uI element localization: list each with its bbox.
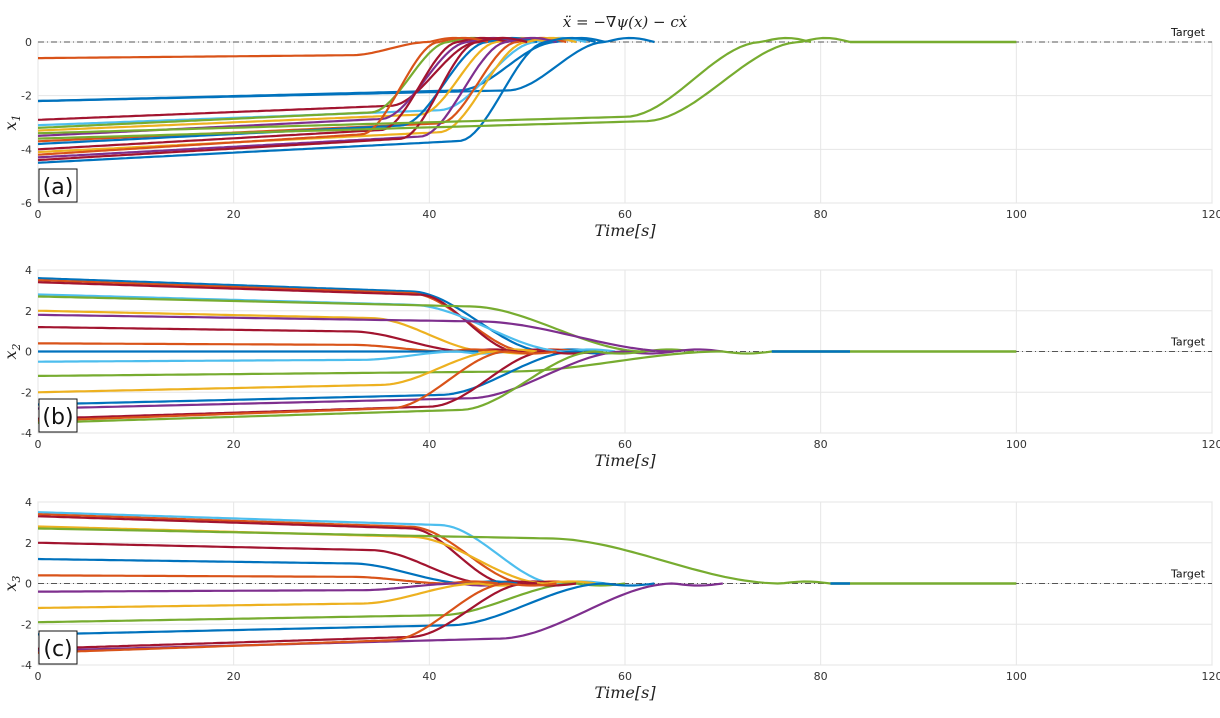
series-line-2-13 (37, 350, 547, 394)
panel-tag-box-3 (38, 630, 78, 665)
x-tick-label: 120 (1202, 670, 1220, 683)
series-line-1-18 (37, 36, 851, 140)
y-tick-label: -4 (21, 427, 32, 440)
x-tick-label: 80 (814, 438, 828, 451)
x-tick-label: 0 (35, 670, 42, 683)
x-tick-label: 60 (618, 670, 632, 683)
y-tick-label: 2 (25, 537, 32, 550)
series-line-3-3 (37, 515, 557, 585)
series-line-3-6 (38, 541, 538, 585)
x-axis-label-2: Time[s] (594, 451, 656, 470)
y-tick-label: 0 (25, 36, 32, 49)
series-line-2-2 (37, 279, 577, 353)
x-tick-label: 80 (814, 208, 828, 221)
series-line-2-6 (38, 309, 538, 353)
y-tick-label: 4 (25, 496, 32, 509)
series-line-3-8 (38, 574, 498, 585)
y-tick-label: -2 (21, 386, 32, 399)
target-label-3: Target (1170, 568, 1206, 581)
series-line-2-7 (37, 313, 723, 353)
series-line-3-5 (37, 527, 831, 585)
y-axis-label-3: x3 (1, 575, 23, 591)
y-tick-label: -4 (21, 659, 32, 672)
x-tick-label: 20 (227, 208, 241, 221)
target-label-2: Target (1170, 336, 1206, 349)
x-tick-label: 20 (227, 670, 241, 683)
series-line-3-12 (37, 582, 655, 636)
panel-tag-3: (c) (43, 637, 72, 662)
x-tick-label: 60 (618, 208, 632, 221)
series-line-2-17 (37, 350, 557, 422)
series-line-3-10 (37, 582, 528, 610)
series-line-1-16 (37, 36, 596, 164)
x-tick-label: 120 (1202, 438, 1220, 451)
x-tick-label: 40 (422, 208, 436, 221)
series-line-3-9 (38, 582, 508, 593)
series-line-3-1 (37, 511, 606, 585)
x-tick-label: 100 (1006, 438, 1027, 451)
x-tick-label: 120 (1202, 208, 1220, 221)
series-line-2-15 (37, 350, 675, 410)
series-line-2-12 (38, 350, 772, 377)
x-tick-label: 80 (814, 670, 828, 683)
x-tick-label: 40 (422, 670, 436, 683)
panel-tag-1: (a) (43, 175, 74, 200)
x-tick-label: 0 (35, 438, 42, 451)
series-line-1-6 (37, 36, 499, 129)
panel-tag-2: (b) (42, 405, 73, 430)
series-line-1-7 (37, 36, 547, 132)
series-line-3-13 (37, 582, 577, 650)
series-line-1-17 (37, 36, 812, 135)
x-axis-label-1: Time[s] (594, 221, 656, 240)
y-tick-label: 0 (25, 346, 32, 359)
x-axis-label-3: Time[s] (594, 683, 656, 702)
x-tick-label: 0 (35, 208, 42, 221)
y-tick-label: 2 (25, 305, 32, 318)
panel-tag-box-2 (38, 398, 78, 433)
target-label-1: Target (1170, 26, 1206, 39)
series-line-3-11 (37, 582, 626, 624)
y-tick-label: -6 (21, 197, 32, 210)
y-tick-label: -2 (21, 618, 32, 631)
x-tick-label: 100 (1006, 208, 1027, 221)
y-axis-label-1: x1 (1, 114, 23, 130)
series-line-1-4 (37, 36, 528, 121)
series-line-2-9 (38, 342, 498, 353)
y-axis-label-2: x2 (1, 343, 23, 359)
y-tick-label: 0 (25, 578, 32, 591)
panel-tag-box-1 (38, 168, 78, 203)
series-line-2-18 (37, 350, 645, 424)
series-line-2-8 (38, 326, 518, 353)
series-line-2-11 (38, 350, 508, 363)
y-tick-label: -2 (21, 90, 32, 103)
y-tick-label: 4 (25, 264, 32, 277)
series-line-1-14 (37, 36, 557, 159)
x-tick-label: 100 (1006, 670, 1027, 683)
x-tick-label: 20 (227, 438, 241, 451)
x-tick-label: 40 (422, 438, 436, 451)
series-line-1-11 (37, 36, 508, 151)
series-line-2-3 (37, 281, 567, 353)
series-line-3-2 (37, 513, 577, 585)
series-line-1-3 (37, 36, 655, 103)
series-line-2-1 (37, 277, 596, 353)
series-line-3-15 (37, 582, 557, 654)
series-line-1-15 (37, 36, 528, 162)
series-line-3-7 (37, 557, 518, 585)
x-tick-label: 60 (618, 438, 632, 451)
series-line-1-13 (37, 36, 489, 156)
chart-title: ẍ = −∇ψ(x) − cẋ (563, 13, 688, 31)
y-tick-label: -4 (21, 143, 32, 156)
series-line-2-14 (37, 350, 626, 406)
series-line-1-1 (38, 36, 479, 60)
